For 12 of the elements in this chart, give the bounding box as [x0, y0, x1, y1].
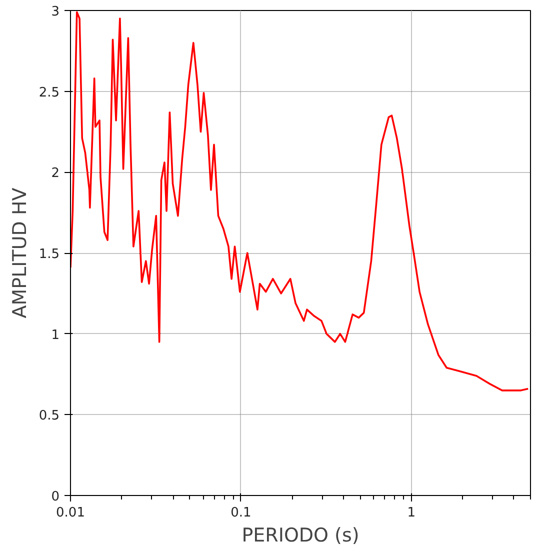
y-axis-title: AMPLITUD HV [8, 188, 31, 318]
y-tick-label: 1 [51, 328, 60, 343]
y-tick-label: 2.5 [38, 85, 60, 100]
y-tick-label: 1.5 [38, 247, 60, 262]
x-tick-label: 0.1 [230, 506, 252, 520]
y-tick-label: 0.5 [38, 408, 60, 424]
y-tick-label: 2 [51, 166, 60, 182]
y-tick-label: 0 [51, 490, 60, 504]
x-tick-label: 1 [407, 506, 416, 520]
x-tick-label: 0.01 [56, 506, 85, 520]
y-tick-label: 3 [51, 4, 60, 20]
x-axis-title: PERIODO (s) [242, 524, 360, 546]
